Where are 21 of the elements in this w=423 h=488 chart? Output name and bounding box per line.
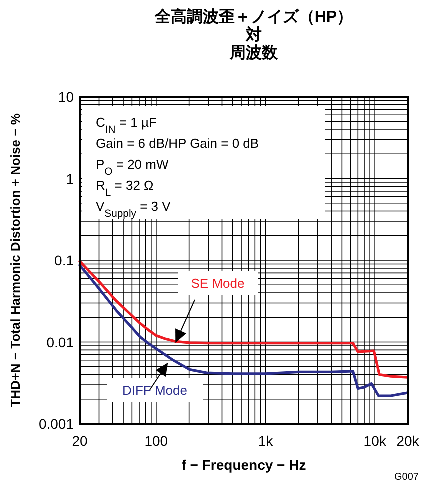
y-tick-label: 1 bbox=[66, 170, 74, 187]
annotation: V$_{Supply}$ = 3 V bbox=[96, 199, 172, 220]
x-tick-label: 20k bbox=[396, 433, 420, 449]
x-tick-label: 100 bbox=[144, 433, 168, 449]
annotation: R$_{L}$ = 32 Ω bbox=[96, 178, 154, 198]
annotation: C$_{IN}$ = 1 µF bbox=[96, 115, 157, 136]
y-tick-label: 0.1 bbox=[54, 252, 74, 268]
series-label: DIFF Mode bbox=[122, 383, 188, 398]
annotation: Gain = 6 dB/HP Gain = 0 dB bbox=[96, 136, 260, 151]
text: SE Mode bbox=[191, 276, 245, 291]
text: G007 bbox=[394, 472, 420, 483]
chart-title: 全高調波歪＋ノイズ（HP）対周波数 bbox=[154, 7, 354, 62]
x-tick-label: 1k bbox=[258, 433, 274, 449]
y-tick-label: 0.01 bbox=[46, 334, 74, 350]
y-tick-label: 10 bbox=[58, 89, 74, 105]
x-axis-title: f − Frequency − Hz bbox=[182, 457, 306, 473]
annotation: P$_{O}$ = 20 mW bbox=[96, 157, 170, 178]
x-tick-label: 20 bbox=[72, 433, 88, 449]
x-tick-label: 10k bbox=[364, 433, 388, 449]
y-axis-title: THD+N − Total Harmonic Distortion + Noise − % bbox=[8, 113, 23, 408]
y-tick-label: 0.001 bbox=[38, 416, 74, 432]
